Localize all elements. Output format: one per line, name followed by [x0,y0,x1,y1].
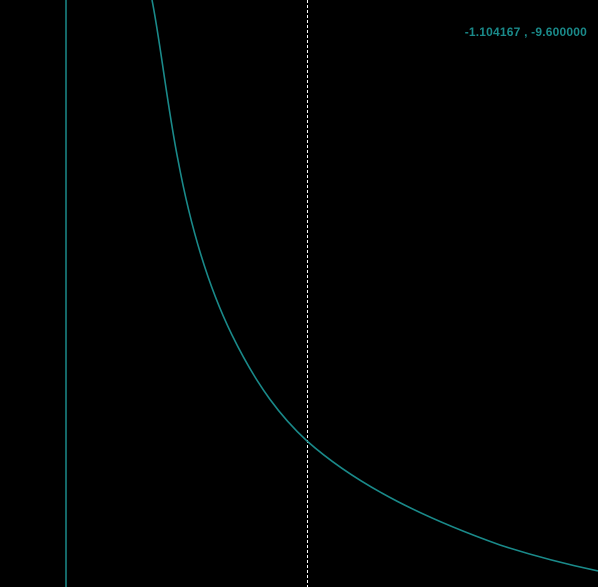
function-curve [151,0,598,572]
coordinate-readout: -1.104167 , -9.600000 [464,25,587,39]
